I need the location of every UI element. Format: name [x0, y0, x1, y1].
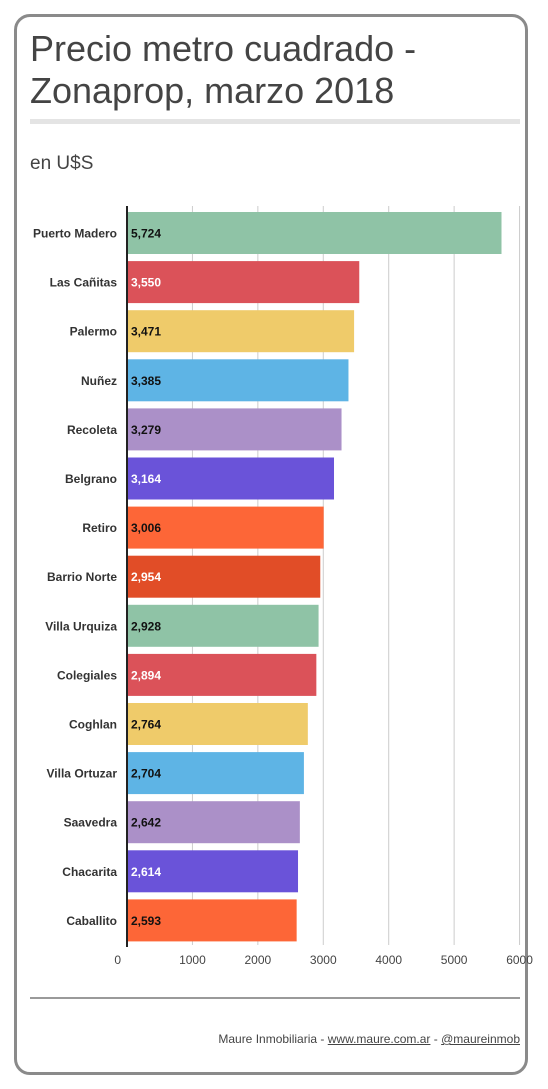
category-label: Recoleta: [67, 423, 117, 437]
bar: [127, 457, 335, 500]
footer-separator: -: [317, 1032, 328, 1046]
data-label: 3,164: [131, 472, 161, 486]
bar: [127, 801, 300, 844]
category-label: Colegiales: [57, 668, 117, 682]
title-divider: [30, 119, 520, 124]
category-label: Saavedra: [64, 816, 118, 830]
data-label: 2,614: [131, 865, 161, 879]
category-label: Nuñez: [81, 374, 117, 388]
data-label: 3,550: [131, 276, 161, 290]
category-label: Belgrano: [65, 472, 117, 486]
bar: [127, 261, 360, 304]
x-tick-label: 6000: [506, 953, 533, 967]
x-tick-label: 5000: [441, 953, 468, 967]
category-label: Barrio Norte: [47, 570, 117, 584]
data-label: 2,928: [131, 619, 161, 633]
data-label: 3,471: [131, 325, 161, 339]
category-label: Puerto Madero: [33, 227, 117, 241]
bar: [127, 899, 297, 942]
footer-handle-link[interactable]: @maureinmob: [441, 1032, 520, 1046]
chart-subtitle: en U$S: [30, 153, 94, 174]
bar: [127, 653, 317, 696]
data-label: 5,724: [131, 227, 161, 241]
bar: [127, 703, 308, 745]
bar: [127, 752, 304, 795]
category-label: Chacarita: [62, 865, 117, 879]
footer-credits: Maure Inmobiliaria - www.maure.com.ar - …: [218, 1032, 520, 1046]
category-label: Caballito: [66, 914, 117, 928]
footer-divider: [30, 997, 520, 999]
data-label: 2,954: [131, 570, 161, 584]
data-label: 2,642: [131, 816, 161, 830]
category-label: Coghlan: [69, 718, 117, 732]
category-label: Villa Urquiza: [45, 619, 117, 633]
data-label: 3,006: [131, 521, 161, 535]
x-tick-label: 2000: [245, 953, 272, 967]
bar: [127, 359, 349, 402]
bar: [127, 408, 342, 451]
footer-separator: -: [430, 1032, 442, 1046]
category-label: Las Cañitas: [50, 276, 118, 290]
data-label: 2,764: [131, 718, 161, 732]
bar: [127, 850, 299, 893]
x-tick-label: 0: [114, 953, 121, 967]
category-label: Villa Ortuzar: [47, 767, 118, 781]
data-label: 2,704: [131, 767, 161, 781]
footer-website-link[interactable]: www.maure.com.ar: [327, 1032, 431, 1046]
bar: [127, 310, 355, 353]
bar: [127, 506, 324, 549]
x-tick-label: 3000: [310, 953, 337, 967]
category-label: Retiro: [82, 521, 117, 535]
x-tick-label: 1000: [179, 953, 206, 967]
chart-title: Precio metro cuadrado - Zonaprop, marzo …: [30, 28, 417, 111]
data-label: 3,385: [131, 374, 161, 388]
bar: [127, 604, 319, 647]
data-label: 2,894: [131, 668, 161, 682]
bar-chart: 0 1000 2000 3000 4000 5000 6000 Puerto Madero 5,…: [33, 206, 533, 967]
bar: [127, 212, 502, 254]
data-label: 3,279: [131, 423, 161, 437]
x-tick-label: 4000: [375, 953, 402, 967]
category-label: Palermo: [70, 325, 117, 339]
bar: [127, 555, 321, 598]
data-label: 2,593: [131, 914, 161, 928]
footer-author: Maure Inmobiliaria: [218, 1032, 318, 1046]
